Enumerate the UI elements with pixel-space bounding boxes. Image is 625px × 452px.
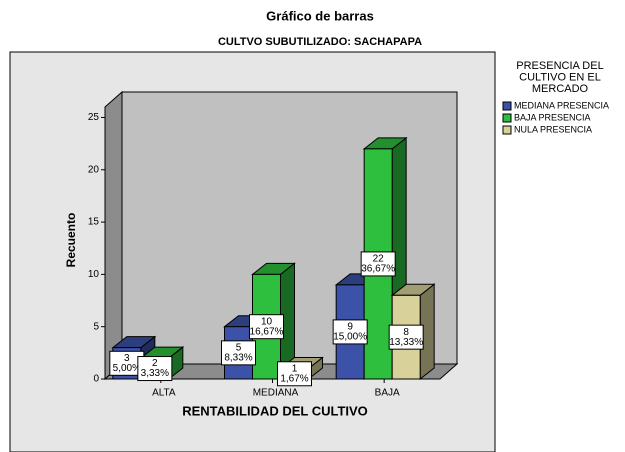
- chart-title: Gráfico de barras: [266, 8, 374, 23]
- data-label-box: [277, 361, 312, 387]
- y-tick-label: 15: [88, 217, 100, 228]
- legend-title: CULTIVO EN EL: [519, 71, 601, 83]
- left-wall: [104, 90, 123, 381]
- x-tick-label: BAJA: [375, 388, 400, 399]
- legend-label: MEDIANA PRESENCIA: [514, 100, 609, 110]
- y-tick-label: 0: [93, 374, 99, 385]
- percent-label: 5,00%: [113, 363, 141, 374]
- percent-label: 3,33%: [141, 368, 169, 379]
- percent-label: 36,67%: [361, 264, 395, 275]
- data-label: 1: [292, 363, 298, 374]
- data-label-box: [137, 356, 173, 382]
- legend-label: BAJA PRESENCIA: [514, 112, 591, 122]
- percent-label: 1,67%: [280, 373, 308, 384]
- data-label-box: [249, 314, 284, 340]
- y-axis-label: Recuento: [64, 213, 78, 268]
- legend-swatch: [502, 113, 512, 123]
- y-tick-label: 25: [88, 112, 100, 123]
- data-label-box: [332, 319, 368, 345]
- legend-swatch: [502, 101, 512, 111]
- data-label: 5: [236, 342, 242, 353]
- legend-title: PRESENCIA DEL: [516, 60, 603, 72]
- data-label: 9: [347, 322, 353, 333]
- percent-label: 13,33%: [389, 337, 423, 348]
- data-label-box: [221, 340, 256, 366]
- data-label: 3: [124, 353, 130, 364]
- legend-title: MERCADO: [532, 83, 589, 95]
- data-label: 10: [261, 316, 273, 327]
- legend-swatch: [502, 125, 512, 135]
- data-label: 22: [373, 254, 385, 265]
- y-tick-label: 10: [88, 269, 100, 280]
- percent-label: 8,33%: [224, 352, 252, 363]
- x-tick-label: ALTA: [152, 388, 176, 399]
- data-label: 8: [403, 327, 409, 338]
- data-label-box: [360, 251, 396, 277]
- y-tick-label: 5: [93, 321, 99, 332]
- percent-label: 16,67%: [250, 326, 284, 337]
- y-tick-label: 20: [88, 164, 100, 175]
- data-label: 2: [152, 358, 158, 369]
- chart-subtitle: CULTVO SUBUTILIZADO: SACHAPAPA: [218, 36, 422, 48]
- x-axis-label: RENTABILIDAD DEL CULTIVO: [182, 403, 368, 418]
- legend-label: NULA PRESENCIA: [514, 124, 592, 134]
- data-label-box: [388, 324, 424, 350]
- x-tick-label: MEDIANA: [253, 388, 299, 399]
- percent-label: 15,00%: [333, 332, 367, 343]
